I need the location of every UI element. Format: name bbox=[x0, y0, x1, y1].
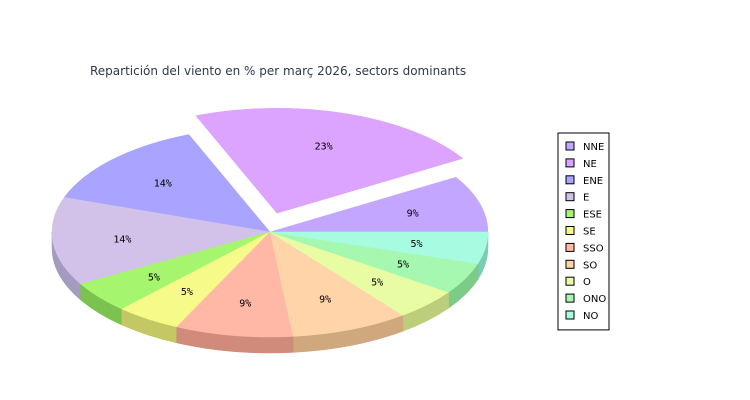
legend-swatch-ono bbox=[565, 293, 575, 303]
legend-swatch-o bbox=[565, 276, 575, 286]
chart-title: Repartición del viento en % per març 202… bbox=[90, 64, 466, 78]
pie-layer bbox=[51, 107, 489, 354]
data-label-no: 5% bbox=[410, 239, 422, 250]
legend-label-ne: NE bbox=[583, 159, 597, 170]
legend-label-ese: ESE bbox=[583, 210, 602, 221]
data-label-so: 9% bbox=[319, 294, 331, 305]
data-label-ono: 5% bbox=[397, 260, 409, 271]
legend-swatch-e bbox=[565, 192, 575, 202]
pie-slice-e bbox=[51, 197, 271, 285]
data-label-e: 14% bbox=[113, 235, 131, 246]
data-label-o: 5% bbox=[371, 277, 383, 288]
legend-label-se: SE bbox=[583, 227, 596, 238]
legend-swatch-ese bbox=[565, 209, 575, 219]
data-label-ese: 5% bbox=[148, 272, 160, 283]
data-label-sso: 9% bbox=[239, 298, 251, 309]
legend-swatch-sso bbox=[565, 242, 575, 252]
data-label-layer: 9%23%14%14%5%5%9% 9%5%5%5% bbox=[113, 141, 422, 309]
pie-slice-no bbox=[269, 231, 489, 264]
data-label-se: 5% bbox=[181, 287, 193, 298]
legend-swatch-se bbox=[565, 226, 575, 235]
legend-label-ene: ENE bbox=[583, 176, 603, 187]
legend-label-nne: NNE bbox=[583, 142, 604, 153]
data-label-nne: 9% bbox=[407, 209, 419, 220]
legend-swatch-ene bbox=[565, 175, 575, 185]
legend-label-ono: ONO bbox=[583, 294, 606, 305]
pie-slice-sso bbox=[176, 231, 294, 338]
legend-label-o: O bbox=[583, 277, 591, 288]
legend-swatch-ne bbox=[565, 158, 575, 168]
data-label-ene: 14% bbox=[154, 179, 172, 190]
legend-label-sso: SSO bbox=[583, 243, 604, 254]
pie-slice-ene bbox=[63, 134, 271, 233]
data-label-ne: 23% bbox=[315, 141, 333, 152]
legend-label-e: E bbox=[583, 193, 589, 204]
legend-label-so: SO bbox=[583, 260, 597, 271]
legend-label-no: NO bbox=[583, 311, 598, 322]
pie-slice-so bbox=[269, 231, 404, 337]
legend-swatch-no bbox=[565, 310, 575, 320]
legend-swatch-so bbox=[565, 259, 575, 269]
pie-slice-ne bbox=[195, 107, 464, 214]
legend-swatch-nne bbox=[565, 141, 575, 151]
pie-slice-nne bbox=[269, 176, 489, 233]
legend: NNE NE ENE E ESE SE SSO SO O ONO NO bbox=[557, 132, 610, 331]
